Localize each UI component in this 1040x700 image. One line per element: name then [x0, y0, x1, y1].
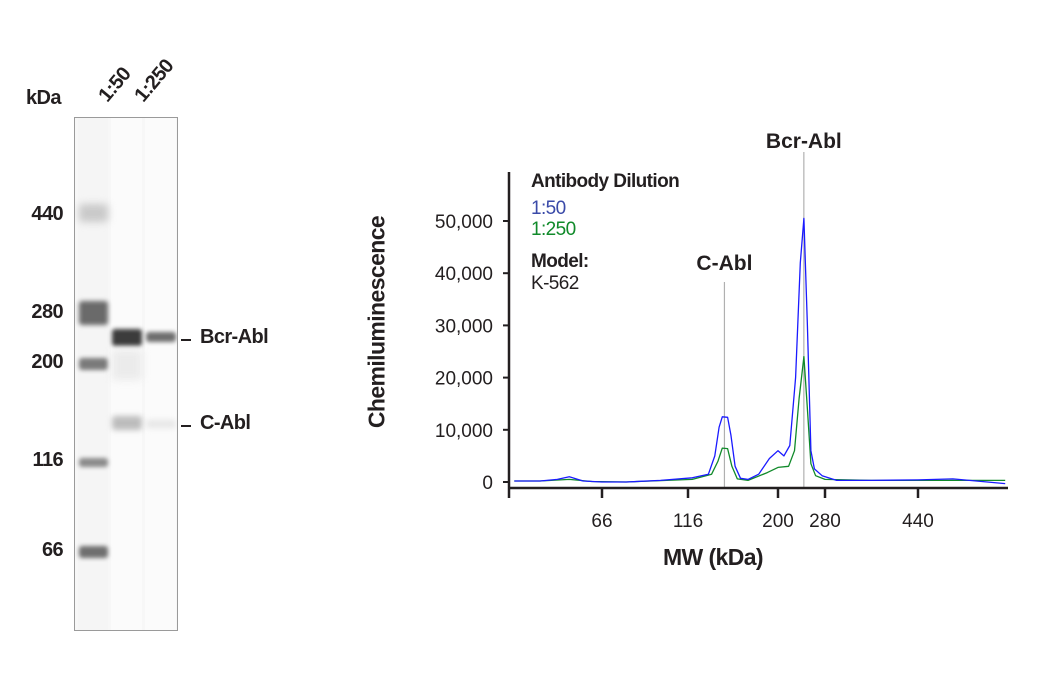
y-tick-label: 0 — [482, 473, 493, 494]
y-tick-label: 40,000 — [435, 264, 493, 285]
smear-1-50 — [112, 350, 142, 380]
legend-model-value: K-562 — [531, 273, 579, 294]
ladder-label-116: 116 — [32, 449, 64, 471]
annotation-label-c-abl: C-Abl — [696, 252, 752, 275]
legend-item-1-250: 1:250 — [531, 219, 576, 240]
y-tick-label: 10,000 — [435, 421, 493, 442]
bcr-abl-marker — [181, 339, 191, 341]
c-abl-marker — [181, 425, 191, 427]
band-label-c-abl: C-Abl — [200, 412, 251, 434]
x-axis-label: MW (kDa) — [663, 544, 764, 570]
band-label-bcr-abl: Bcr-Abl — [200, 326, 269, 348]
y-tick-label: 20,000 — [435, 369, 493, 390]
gel-unit-label: kDa — [26, 87, 61, 109]
ladder-label-280: 280 — [31, 301, 63, 323]
legend-title: Antibody Dilution — [531, 171, 680, 192]
ladder-lane — [78, 118, 108, 630]
ladder-band-280 — [79, 301, 108, 325]
series-line-1-250 — [514, 356, 1006, 483]
band-bcr-abl-1-50 — [112, 329, 142, 346]
lane-2 — [145, 118, 176, 630]
ladder-band-116 — [79, 458, 108, 467]
y-axis-label: Chemiluminescence — [363, 215, 390, 429]
y-tick-label: 50,000 — [435, 212, 493, 233]
gel-image — [74, 117, 178, 631]
ladder-label-200: 200 — [31, 351, 63, 373]
x-tick-label: 280 — [809, 511, 841, 532]
x-tick-label: 440 — [902, 511, 934, 532]
ladder-band-66 — [79, 546, 108, 558]
ladder-label-66: 66 — [41, 539, 64, 561]
ladder-label-440: 440 — [31, 203, 63, 225]
ladder-band-200 — [79, 358, 108, 370]
y-tick-label: 30,000 — [435, 316, 493, 337]
annotation-label-bcr-abl: Bcr-Abl — [766, 130, 842, 153]
legend-model-label: Model: — [531, 251, 589, 272]
legend-item-1-50: 1:50 — [531, 198, 566, 219]
ladder-band-440 — [79, 204, 108, 222]
band-bcr-abl-1-250 — [146, 332, 176, 342]
x-tick-label: 200 — [762, 511, 794, 532]
band-c-abl-1-250 — [146, 420, 176, 428]
series-line-1-50 — [514, 217, 1006, 485]
x-tick-label: 116 — [673, 511, 703, 532]
x-tick-label: 66 — [591, 511, 612, 532]
band-c-abl-1-50 — [112, 416, 142, 430]
